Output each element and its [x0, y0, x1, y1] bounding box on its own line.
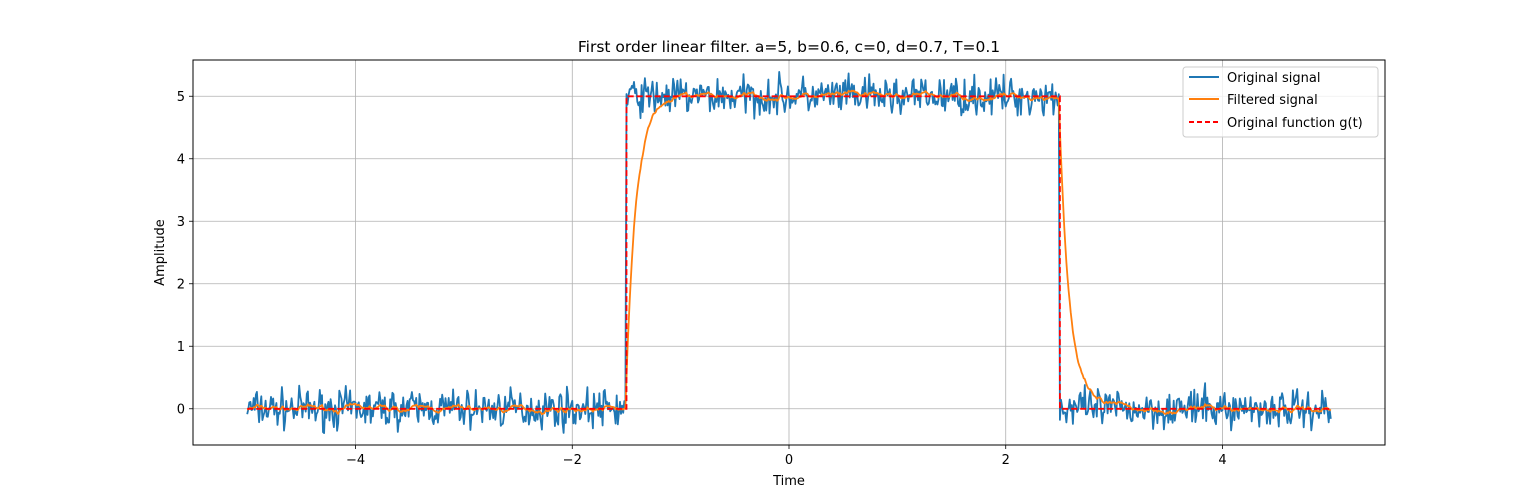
series-filtered-signal	[247, 89, 1332, 416]
x-tick-label: 0	[785, 453, 793, 468]
legend: Original signal Filtered signal Original…	[1182, 66, 1379, 138]
x-tick-label: 4	[1218, 453, 1226, 468]
x-tick-label: −4	[346, 453, 365, 468]
y-tick-label: 1	[177, 340, 185, 355]
x-tick-label: 2	[1002, 453, 1010, 468]
y-tick-label: 3	[177, 215, 185, 230]
ticks: −4 −2 0 2 4 0 1 2 3 4 5	[177, 90, 1227, 468]
x-axis-label: Time	[772, 474, 805, 489]
y-tick-label: 2	[177, 277, 185, 292]
x-tick-label: −2	[563, 453, 582, 468]
legend-label-filtered-signal: Filtered signal	[1227, 93, 1318, 108]
y-tick-label: 5	[177, 90, 185, 105]
y-tick-label: 0	[177, 402, 185, 417]
y-axis-label: Amplitude	[153, 219, 168, 286]
chart-title: First order linear filter. a=5, b=0.6, c…	[578, 38, 1000, 56]
legend-label-original-signal: Original signal	[1227, 71, 1320, 86]
legend-label-original-function: Original function g(t)	[1227, 116, 1363, 131]
y-tick-label: 4	[177, 152, 185, 167]
legend-box	[1182, 66, 1379, 138]
series-original-function	[247, 95, 1331, 410]
series-layer	[246, 71, 1332, 434]
